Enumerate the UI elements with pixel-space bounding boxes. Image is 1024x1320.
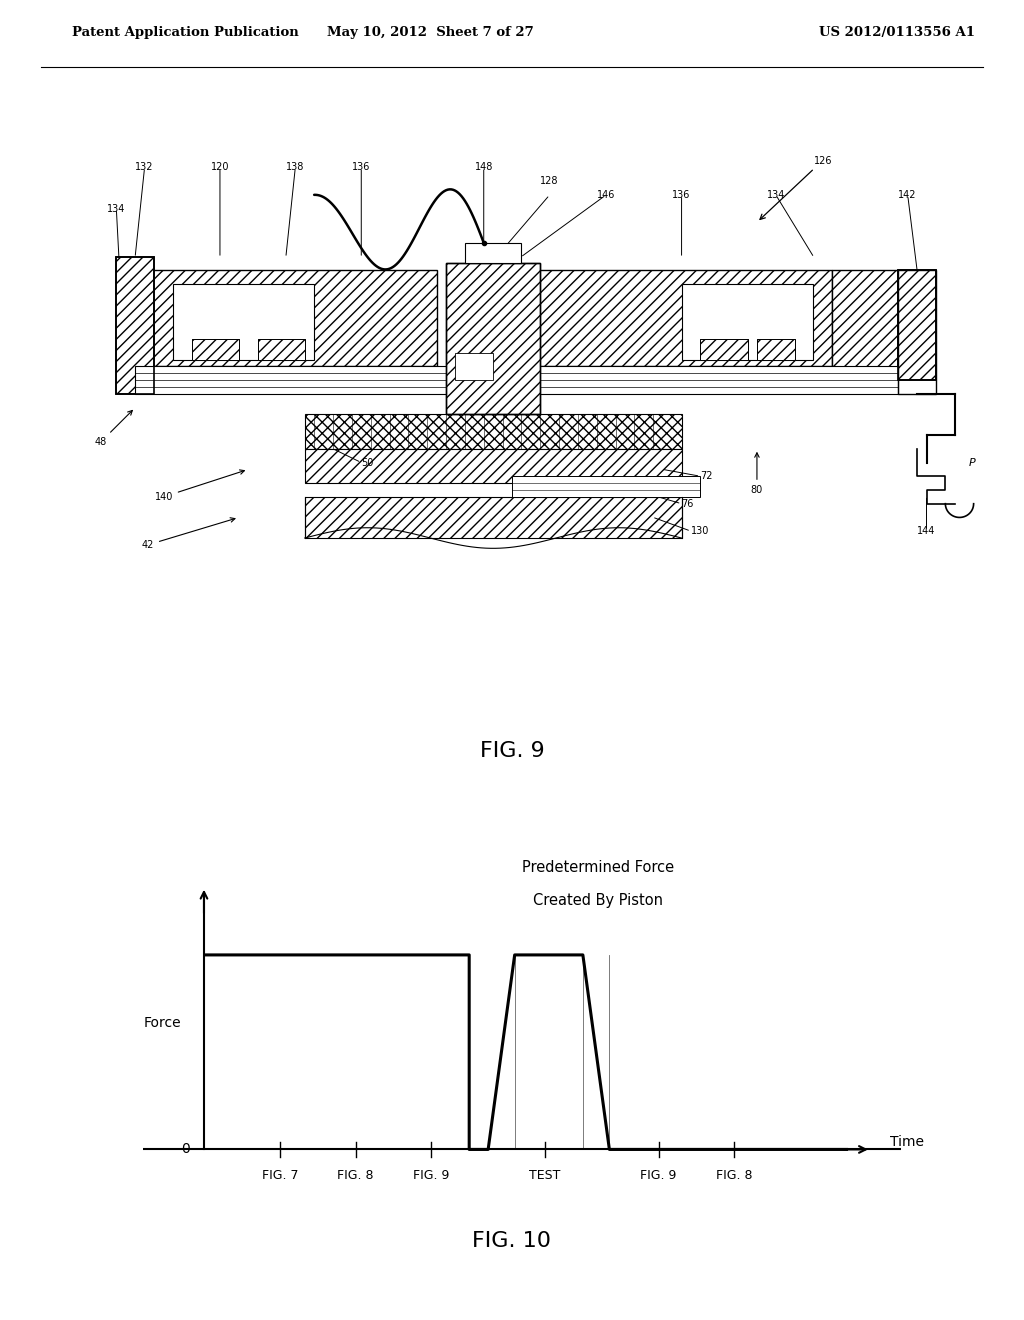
Text: 148: 148 bbox=[474, 162, 493, 173]
Bar bbox=[117, 256, 154, 393]
Bar bbox=[898, 271, 936, 380]
Text: Time: Time bbox=[890, 1135, 924, 1148]
Text: FIG. 9: FIG. 9 bbox=[640, 1170, 677, 1181]
Text: 50: 50 bbox=[361, 458, 374, 467]
Text: FIG. 9: FIG. 9 bbox=[413, 1170, 450, 1181]
Text: US 2012/0113556 A1: US 2012/0113556 A1 bbox=[819, 26, 975, 40]
Bar bbox=[512, 477, 700, 496]
Text: Created By Piston: Created By Piston bbox=[534, 892, 663, 908]
Bar bbox=[833, 271, 898, 380]
Text: May 10, 2012  Sheet 7 of 27: May 10, 2012 Sheet 7 of 27 bbox=[327, 26, 534, 40]
Bar bbox=[191, 339, 239, 359]
Bar bbox=[305, 414, 682, 449]
Bar bbox=[258, 339, 305, 359]
Bar bbox=[135, 271, 436, 367]
Bar bbox=[530, 271, 833, 367]
Text: P: P bbox=[969, 458, 976, 467]
Bar bbox=[757, 339, 795, 359]
Bar bbox=[191, 339, 239, 359]
Bar bbox=[305, 496, 682, 539]
Text: 42: 42 bbox=[141, 517, 234, 550]
Bar bbox=[898, 271, 936, 380]
Text: 128: 128 bbox=[541, 176, 559, 186]
Text: 146: 146 bbox=[597, 190, 615, 199]
Bar bbox=[117, 256, 154, 393]
Bar bbox=[757, 339, 795, 359]
Text: 126: 126 bbox=[760, 156, 831, 219]
Text: 140: 140 bbox=[155, 470, 245, 502]
Text: 48: 48 bbox=[94, 411, 132, 447]
Bar bbox=[446, 264, 541, 414]
Text: 142: 142 bbox=[898, 190, 916, 199]
Text: 72: 72 bbox=[700, 471, 713, 482]
Text: FIG. 9: FIG. 9 bbox=[479, 741, 545, 760]
Bar bbox=[682, 284, 813, 359]
Text: 144: 144 bbox=[918, 527, 936, 536]
Text: FIG. 8: FIG. 8 bbox=[716, 1170, 753, 1181]
Text: 120: 120 bbox=[211, 162, 229, 173]
Text: 136: 136 bbox=[352, 162, 371, 173]
Text: 130: 130 bbox=[691, 527, 710, 536]
Text: 138: 138 bbox=[286, 162, 304, 173]
Bar bbox=[258, 339, 305, 359]
Text: Predetermined Force: Predetermined Force bbox=[522, 859, 674, 875]
Text: 80: 80 bbox=[751, 453, 763, 495]
Text: 0: 0 bbox=[181, 1142, 190, 1156]
Bar bbox=[305, 449, 682, 483]
Text: Patent Application Publication: Patent Application Publication bbox=[72, 26, 298, 40]
Bar bbox=[446, 264, 541, 414]
Text: FIG. 7: FIG. 7 bbox=[261, 1170, 298, 1181]
Text: 132: 132 bbox=[135, 162, 154, 173]
Bar bbox=[135, 367, 898, 393]
Text: 76: 76 bbox=[682, 499, 694, 508]
Text: 134: 134 bbox=[108, 203, 126, 214]
Bar bbox=[456, 352, 494, 380]
Text: TEST: TEST bbox=[529, 1170, 561, 1181]
Bar bbox=[700, 339, 748, 359]
Text: FIG. 8: FIG. 8 bbox=[337, 1170, 374, 1181]
Bar bbox=[465, 243, 521, 264]
Text: Force: Force bbox=[143, 1016, 181, 1030]
Bar bbox=[898, 271, 936, 393]
Text: 134: 134 bbox=[767, 190, 785, 199]
Bar bbox=[700, 339, 748, 359]
Text: FIG. 10: FIG. 10 bbox=[472, 1230, 552, 1251]
Bar bbox=[173, 284, 314, 359]
Text: 136: 136 bbox=[673, 190, 691, 199]
